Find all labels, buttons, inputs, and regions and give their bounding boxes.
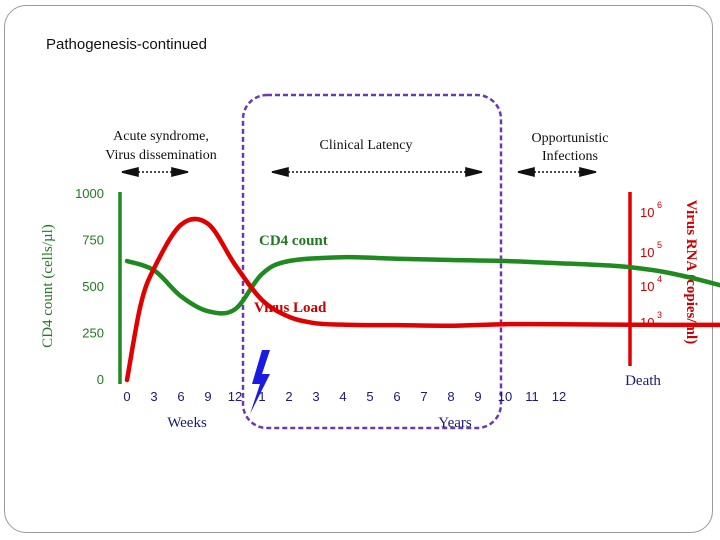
- x-tick-label: 9: [474, 389, 481, 404]
- x-tick-label: 0: [123, 389, 130, 404]
- slide-title: Pathogenesis-continued: [46, 36, 207, 53]
- left-tick-label: 1000: [75, 186, 104, 201]
- left-tick-label: 0: [97, 372, 104, 387]
- y-axis-right-title: Virus RNA (copies/ml): [683, 200, 699, 344]
- series-layer: [124, 216, 720, 383]
- svg-text:4: 4: [657, 274, 662, 284]
- phase-acute-line1: Acute syndrome,: [113, 129, 209, 144]
- x-tick-label: 3: [150, 389, 157, 404]
- svg-text:10: 10: [640, 205, 654, 220]
- right-tick-label: 10 4: [640, 274, 662, 294]
- left-tick-label: 750: [82, 233, 104, 248]
- left-tick-label: 250: [82, 326, 104, 341]
- y-axis-left-title: CD4 count (cells/µl): [40, 224, 56, 348]
- x-tick-label: 6: [177, 389, 184, 404]
- phase-acute-line2: Virus dissemination: [105, 148, 217, 163]
- left-tick-labels: 1000 750 500 250 0: [75, 186, 104, 387]
- x-axis-years-label: Years: [438, 415, 472, 431]
- phase-opportunistic-line1: Opportunistic: [532, 131, 609, 146]
- x-tick-label: 7: [420, 389, 427, 404]
- cd4-count-line: [124, 254, 720, 316]
- x-tick-label: 11: [525, 389, 539, 404]
- slide-frame: [4, 5, 713, 533]
- x-tick-label: 8: [447, 389, 454, 404]
- right-tick-label: 10 5: [640, 240, 662, 260]
- phase-latency-label: Clinical Latency: [320, 138, 413, 153]
- svg-text:10: 10: [640, 245, 654, 260]
- svg-text:6: 6: [657, 200, 662, 210]
- x-tick-label: 4: [339, 389, 346, 404]
- x-tick-label: 12: [228, 389, 242, 404]
- x-tick-label: 6: [393, 389, 400, 404]
- clinical-latency-box: [241, 93, 503, 430]
- x-tick-label: 5: [366, 389, 373, 404]
- x-tick-label: 9: [204, 389, 211, 404]
- lightning-bolt-icon: [250, 350, 270, 414]
- x-axis-weeks-label: Weeks: [167, 415, 207, 431]
- right-tick-label: 10 6: [640, 200, 662, 220]
- x-tick-label: 12: [552, 389, 566, 404]
- left-tick-label: 500: [82, 279, 104, 294]
- virus-series-label: Virus Load: [254, 300, 327, 316]
- death-label: Death: [625, 373, 661, 389]
- virus-load-line: [124, 216, 720, 383]
- x-tick-label: 10: [498, 389, 512, 404]
- svg-text:10: 10: [640, 315, 654, 330]
- x-tick-label: 1: [258, 389, 265, 404]
- x-tick-label: 2: [285, 389, 292, 404]
- cd4-series-label: CD4 count: [259, 233, 328, 249]
- svg-text:10: 10: [640, 279, 654, 294]
- x-tick-labels: 0 3 6 9 12 1 2 3 4 5 6 7 8 9 10 11 12: [123, 389, 566, 404]
- phase-arrows: [121, 166, 597, 178]
- svg-text:5: 5: [657, 240, 662, 250]
- phase-opportunistic-line2: Infections: [542, 149, 598, 164]
- x-tick-label: 3: [312, 389, 319, 404]
- svg-text:3: 3: [657, 310, 662, 320]
